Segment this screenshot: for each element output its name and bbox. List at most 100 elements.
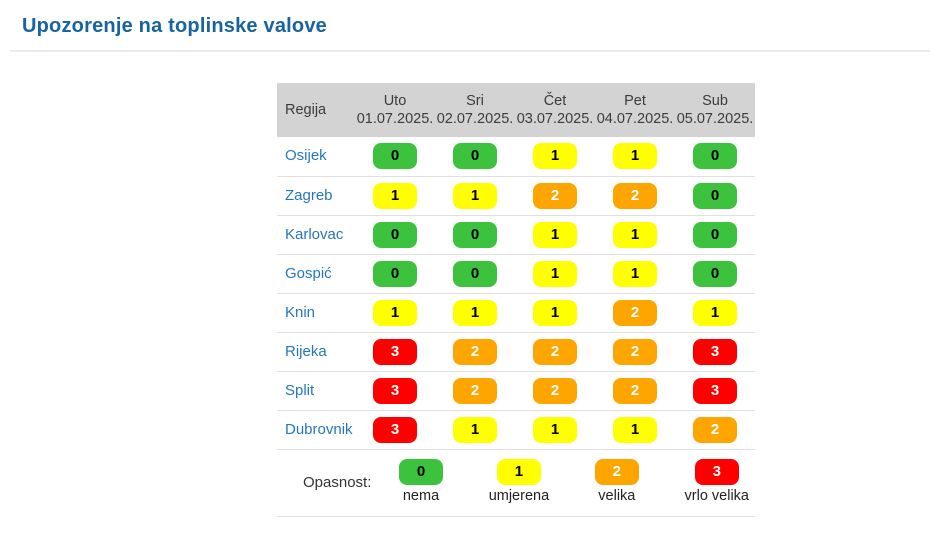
warning-level-badge: 0 [453, 143, 497, 170]
warning-level-badge: 1 [693, 299, 737, 326]
warning-level-badge: 1 [533, 416, 577, 443]
warning-level-badge: 2 [693, 416, 737, 443]
level-cell: 0 [675, 254, 755, 294]
region-cell: Osijek [277, 137, 355, 177]
legend-items: 0 nema 1 umjerena 2 velika 3 vrlo velika [385, 450, 755, 516]
legend-item: 1 umjerena [488, 458, 550, 516]
region-link[interactable]: Karlovac [285, 225, 344, 243]
level-cell: 1 [595, 215, 675, 255]
level-cell: 1 [515, 137, 595, 177]
table-body: Osijek 0 0 1 1 0 Zagreb 1 1 2 2 0 Karlovac 0 0 1 1 0 Gospi… [277, 137, 755, 450]
level-cell: 3 [355, 332, 435, 372]
level-cell: 1 [595, 410, 675, 450]
region-link[interactable]: Zagreb [285, 186, 333, 204]
warning-level-badge: 1 [533, 260, 577, 287]
warning-level-badge: 2 [533, 182, 577, 209]
day-name: Pet [624, 93, 646, 109]
level-cell: 2 [675, 410, 755, 450]
level-cell: 0 [355, 254, 435, 294]
table-row: Gospić 0 0 1 1 0 [277, 254, 755, 294]
region-column-header: Regija [277, 83, 355, 137]
day-column-header: Sub 05.07.2025. [675, 83, 755, 137]
legend-item: 3 vrlo velika [684, 458, 749, 516]
warning-level-badge: 2 [453, 338, 497, 365]
table-row: Split 3 2 2 2 3 [277, 371, 755, 411]
legend-level-badge: 1 [496, 458, 541, 485]
level-cell: 2 [515, 371, 595, 411]
region-link[interactable]: Osijek [285, 147, 327, 165]
warning-level-badge: 0 [373, 221, 417, 248]
warning-level-badge: 0 [373, 260, 417, 287]
level-cell: 0 [355, 137, 435, 177]
level-cell: 1 [675, 293, 755, 333]
level-cell: 1 [435, 176, 515, 216]
level-cell: 0 [675, 176, 755, 216]
region-link[interactable]: Rijeka [285, 342, 327, 360]
level-cell: 1 [435, 410, 515, 450]
day-name: Sri [466, 93, 484, 109]
level-cell: 0 [355, 215, 435, 255]
warning-level-badge: 1 [453, 182, 497, 209]
level-cell: 2 [435, 332, 515, 372]
legend-item-label: velika [598, 487, 636, 504]
legend-item-label: nema [402, 487, 440, 504]
warning-level-badge: 0 [693, 182, 737, 209]
table-row: Zagreb 1 1 2 2 0 [277, 176, 755, 216]
level-cell: 3 [355, 410, 435, 450]
warning-level-badge: 0 [373, 143, 417, 170]
warning-level-badge: 1 [373, 299, 417, 326]
day-column-header: Uto 01.07.2025. [355, 83, 435, 137]
warning-level-badge: 2 [613, 299, 657, 326]
warning-level-badge: 1 [453, 299, 497, 326]
level-cell: 2 [515, 176, 595, 216]
level-cell: 2 [595, 293, 675, 333]
level-cell: 2 [595, 371, 675, 411]
page-title: Upozorenje na toplinske valove [22, 15, 327, 37]
region-cell: Split [277, 371, 355, 411]
region-link[interactable]: Split [285, 381, 315, 399]
title-divider [10, 50, 930, 52]
warning-level-badge: 3 [373, 377, 417, 404]
level-cell: 1 [515, 254, 595, 294]
table-row: Knin 1 1 1 2 1 [277, 293, 755, 333]
warning-level-badge: 0 [453, 221, 497, 248]
day-date: 05.07.2025. [676, 111, 754, 127]
day-name: Uto [383, 93, 407, 109]
warning-level-badge: 1 [613, 416, 657, 443]
level-cell: 0 [435, 215, 515, 255]
warning-level-badge: 1 [613, 260, 657, 287]
level-cell: 0 [435, 254, 515, 294]
warning-level-badge: 2 [613, 338, 657, 365]
day-date: 02.07.2025. [436, 111, 514, 127]
level-cell: 1 [355, 176, 435, 216]
level-cell: 2 [435, 371, 515, 411]
warning-level-badge: 1 [613, 143, 657, 170]
level-cell: 3 [355, 371, 435, 411]
warning-level-badge: 3 [373, 416, 417, 443]
legend-item-label: umjerena [488, 487, 550, 504]
table-row: Rijeka 3 2 2 2 3 [277, 332, 755, 372]
day-name: Sub [702, 93, 728, 109]
table-row: Dubrovnik 3 1 1 1 2 [277, 410, 755, 450]
legend: Opasnost: 0 nema 1 umjerena 2 velika 3 vrlo vel… [277, 450, 755, 517]
legend-item: 0 nema [399, 458, 443, 516]
level-cell: 1 [355, 293, 435, 333]
region-link[interactable]: Dubrovnik [285, 420, 353, 438]
warning-level-badge: 3 [693, 377, 737, 404]
warning-level-badge: 2 [533, 338, 577, 365]
region-link[interactable]: Knin [285, 303, 316, 321]
level-cell: 3 [675, 332, 755, 372]
warning-level-badge: 1 [453, 416, 497, 443]
region-cell: Zagreb [277, 176, 355, 216]
level-cell: 2 [595, 176, 675, 216]
level-cell: 0 [675, 137, 755, 177]
legend-level-badge: 0 [399, 458, 443, 485]
level-cell: 1 [515, 410, 595, 450]
warning-level-badge: 1 [533, 143, 577, 170]
warning-level-badge: 3 [693, 338, 737, 365]
legend-item-label: vrlo velika [684, 487, 749, 504]
level-cell: 1 [435, 293, 515, 333]
legend-label: Opasnost: [303, 474, 372, 491]
legend-level-badge: 2 [594, 458, 639, 485]
region-link[interactable]: Gospić [285, 264, 332, 282]
